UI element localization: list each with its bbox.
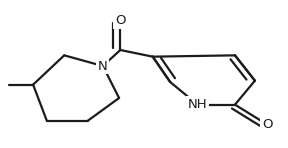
Text: O: O bbox=[115, 14, 126, 27]
Text: N: N bbox=[98, 59, 108, 73]
Text: O: O bbox=[262, 118, 273, 131]
Text: NH: NH bbox=[188, 98, 207, 111]
